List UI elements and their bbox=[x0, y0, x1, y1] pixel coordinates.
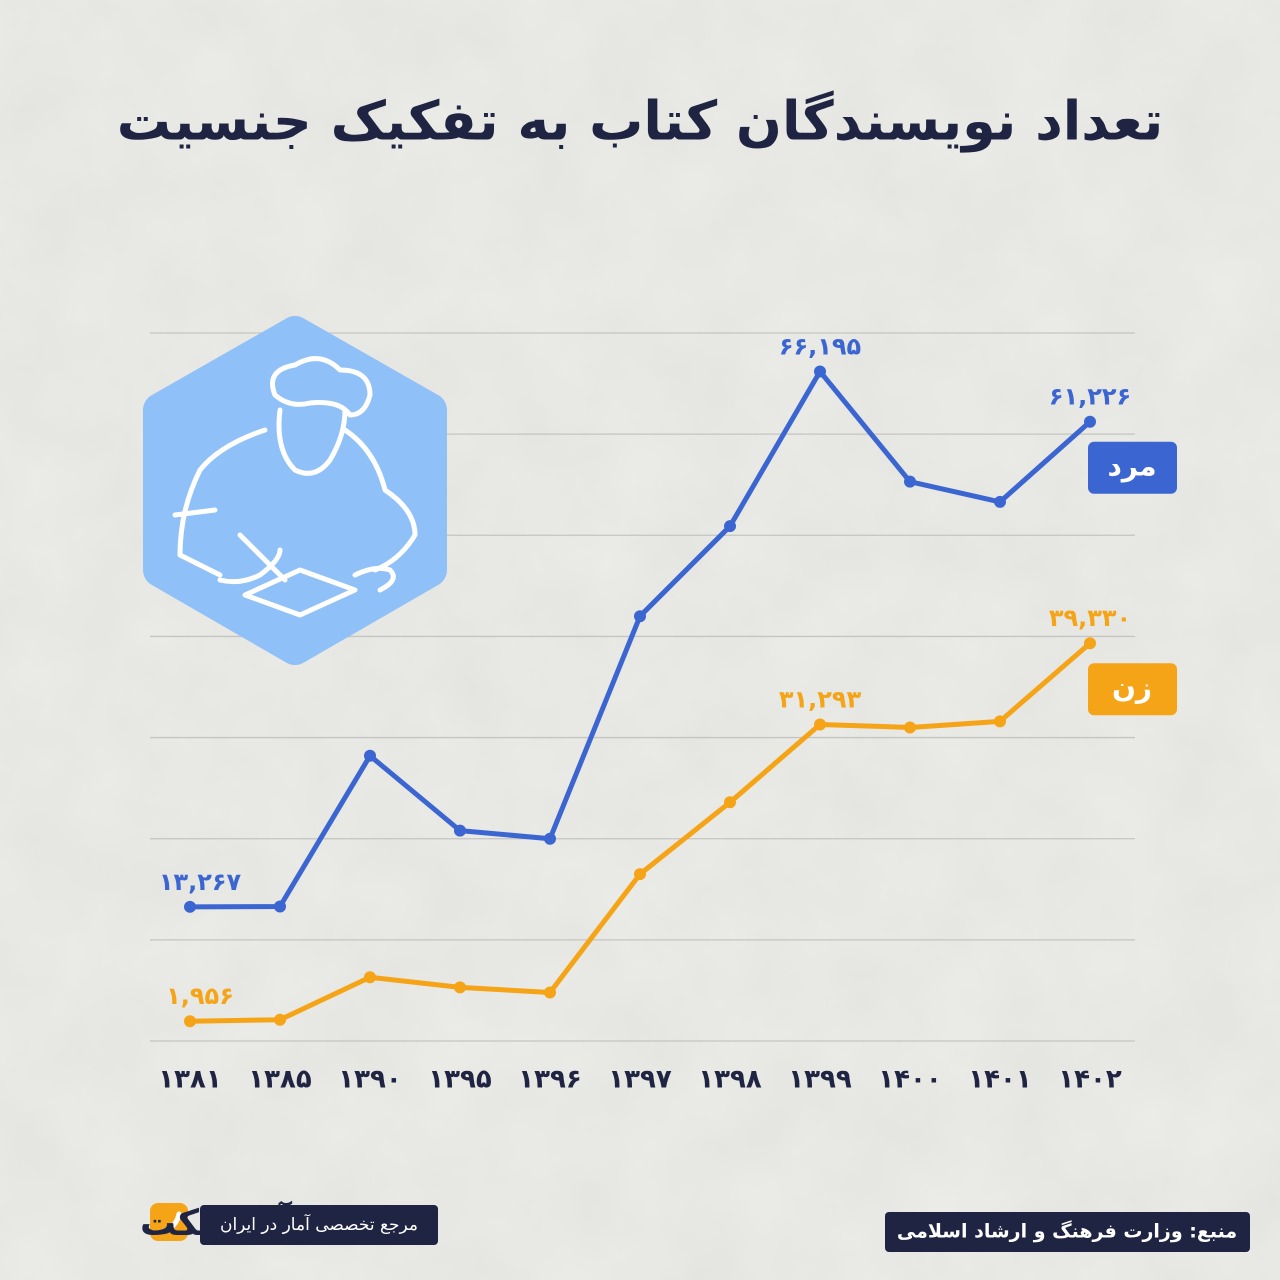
data-point bbox=[184, 900, 196, 913]
data-point bbox=[274, 1013, 286, 1026]
writer-figure bbox=[172, 356, 418, 618]
data-point bbox=[814, 365, 826, 378]
data-point bbox=[994, 495, 1006, 508]
data-point bbox=[904, 721, 916, 734]
data-point bbox=[184, 1015, 196, 1028]
source-box bbox=[885, 1212, 1250, 1252]
x-tick-label: ۱۳۹۵ bbox=[428, 1065, 492, 1095]
legend-label: مرد bbox=[1107, 450, 1156, 483]
data-point bbox=[634, 868, 646, 881]
x-tick-label: ۱۳۸۵ bbox=[248, 1065, 312, 1095]
data-point bbox=[274, 900, 286, 913]
x-tick-label: ۱۴۰۰ bbox=[878, 1065, 941, 1095]
data-point bbox=[454, 824, 466, 837]
data-label: ۱۳,۲۶۷ bbox=[159, 868, 242, 896]
data-point bbox=[454, 981, 466, 994]
brand-icon-mark bbox=[159, 1211, 182, 1235]
legend-label: زن bbox=[1112, 671, 1152, 704]
tagline-box bbox=[200, 1205, 438, 1245]
data-point bbox=[364, 971, 376, 984]
x-tick-label: ۱۳۸۱ bbox=[158, 1065, 221, 1095]
data-label: ۳۱,۲۹۳ bbox=[779, 685, 862, 713]
footer: آمارفکت مرجع تخصصی آمار در ایران منبع: و… bbox=[140, 1200, 1250, 1252]
x-tick-label: ۱۴۰۱ bbox=[968, 1065, 1031, 1095]
x-tick-label: ۱۴۰۲ bbox=[1058, 1065, 1122, 1095]
legend-box bbox=[1088, 663, 1177, 716]
data-point bbox=[544, 986, 556, 999]
x-tick-label: ۱۳۹۷ bbox=[608, 1065, 672, 1095]
data-point bbox=[724, 520, 736, 533]
data-label: ۶۱,۲۲۶ bbox=[1049, 383, 1131, 411]
data-point bbox=[544, 832, 556, 845]
data-point bbox=[634, 610, 646, 623]
data-point bbox=[904, 475, 916, 488]
chart-title: تعداد نویسندگان کتاب به تفکیک جنسیت bbox=[117, 90, 1164, 153]
data-point bbox=[364, 749, 376, 762]
data-label: ۳۹,۳۳۰ bbox=[1049, 604, 1131, 632]
data-point bbox=[814, 718, 826, 731]
x-tick-label: ۱۳۹۹ bbox=[788, 1065, 852, 1095]
data-point bbox=[724, 796, 736, 809]
data-label: ۱,۹۵۶ bbox=[166, 982, 234, 1010]
tagline: مرجع تخصصی آمار در ایران bbox=[220, 1213, 418, 1235]
data-label: ۶۶,۱۹۵ bbox=[779, 332, 861, 360]
x-tick-label: ۱۳۹۶ bbox=[518, 1065, 581, 1095]
data-point bbox=[1084, 637, 1096, 650]
x-tick-label: ۱۳۹۸ bbox=[698, 1065, 762, 1095]
source: منبع: وزارت فرهنگ و ارشاد اسلامی bbox=[897, 1220, 1237, 1243]
legend-box bbox=[1088, 441, 1177, 494]
data-point bbox=[1084, 415, 1096, 428]
data-point bbox=[994, 715, 1006, 728]
x-tick-label: ۱۳۹۰ bbox=[338, 1065, 401, 1095]
writer-illustration bbox=[143, 316, 447, 665]
